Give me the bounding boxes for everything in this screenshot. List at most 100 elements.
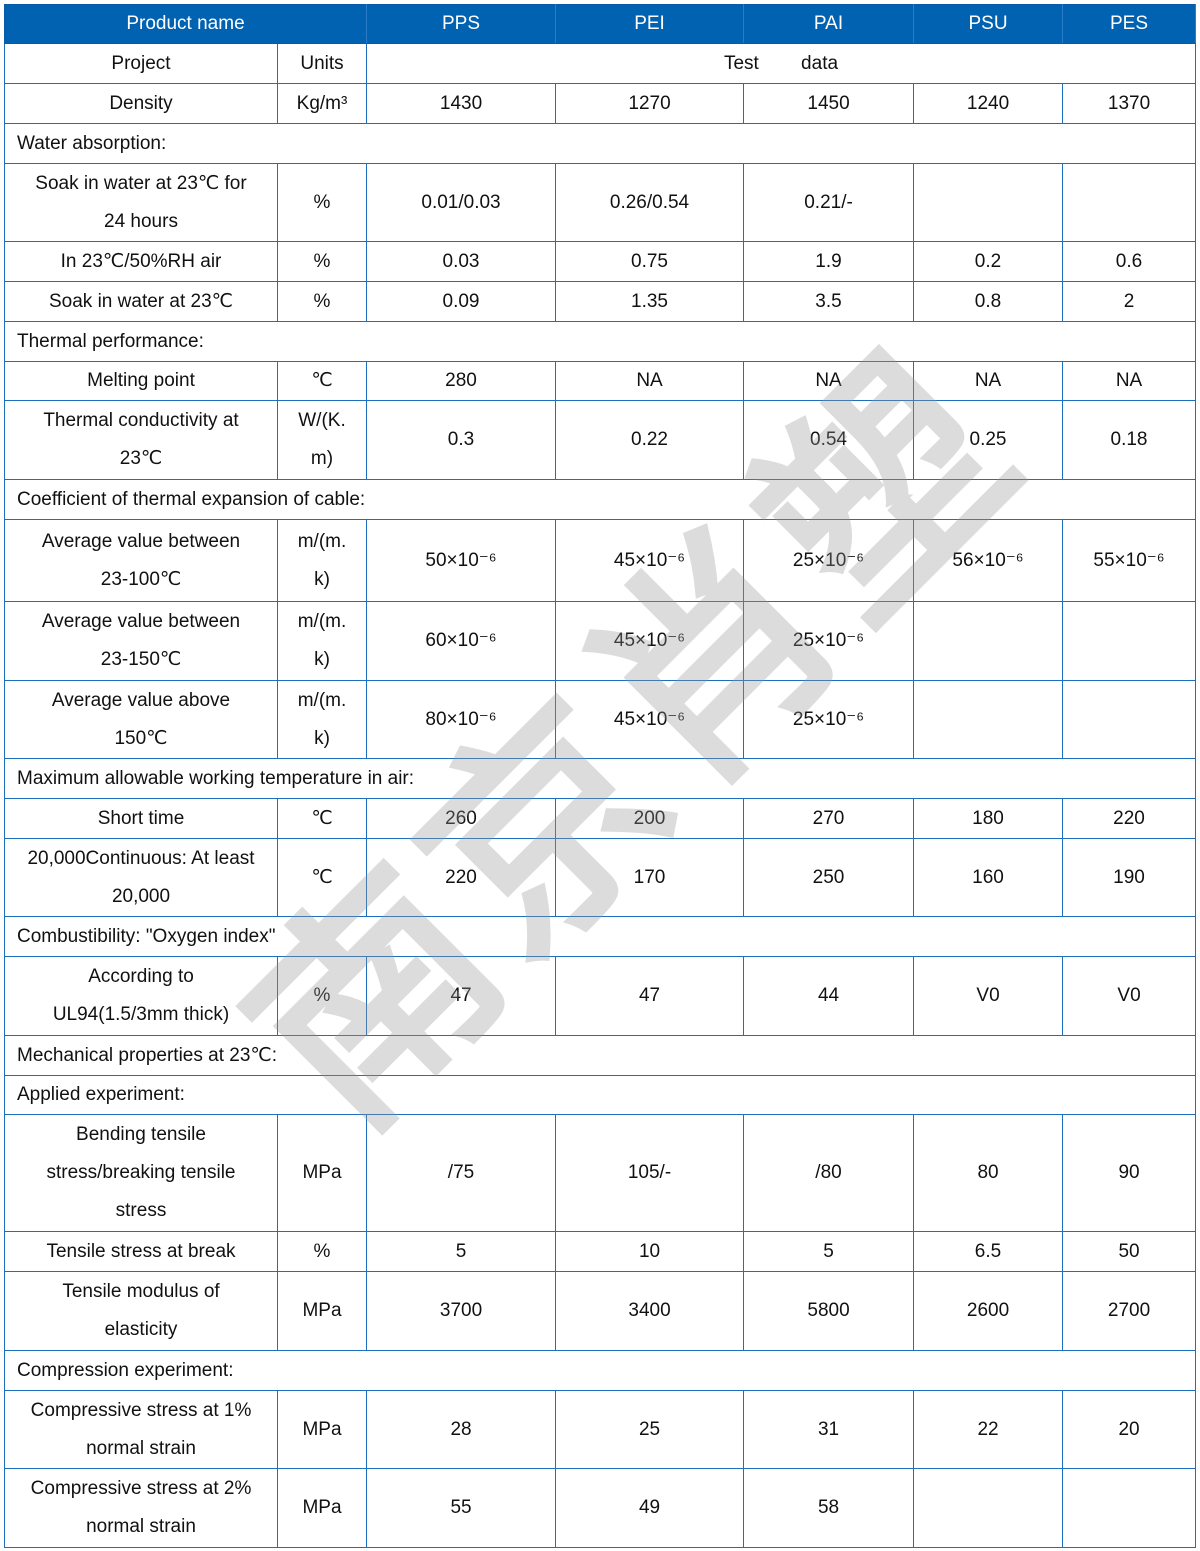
property-unit: MPa: [276, 1114, 368, 1232]
value-pes: 90: [1062, 1114, 1197, 1232]
value-pei: 25: [555, 1390, 745, 1469]
value-pps: 50×10⁻⁶: [366, 519, 557, 602]
value-pai: 25×10⁻⁶: [743, 601, 915, 681]
table-row: Thermal conductivity at 23℃ W/(K. m) 0.3 0.…: [4, 400, 1197, 480]
units-label: Units: [276, 43, 368, 84]
table-row: Melting point ℃ 280 NA NA NA NA: [4, 361, 1197, 401]
value-pps: 60×10⁻⁶: [366, 601, 557, 681]
property-unit: %: [276, 241, 368, 282]
header-psu: PSU: [913, 4, 1064, 44]
value-pps: 260: [366, 798, 557, 839]
table-row: Tensile modulus of elasticity MPa 3700 3400…: [4, 1271, 1197, 1351]
value-pes: [1062, 163, 1197, 242]
table-row: Average value above 150℃ m/(m. k) 80×10⁻⁶ 4…: [4, 680, 1197, 759]
value-pps: 55: [366, 1468, 557, 1548]
value-pei: 1270: [555, 83, 745, 124]
value-psu: [913, 601, 1064, 681]
property-name: Average value above 150℃: [4, 680, 278, 759]
value-psu: 1240: [913, 83, 1064, 124]
property-unit: ℃: [276, 838, 368, 917]
value-psu: 180: [913, 798, 1064, 839]
value-pei: 170: [555, 838, 745, 917]
table-row: Density Kg/m³ 1430 1270 1450 1240 1370: [4, 83, 1197, 124]
table-row: Bending tensile stress/breaking tensile …: [4, 1114, 1197, 1232]
section-heading: Coefficient of thermal expansion of cabl…: [3, 479, 1197, 520]
property-name: Soak in water at 23℃ for 24 hours: [4, 163, 278, 242]
value-pps: 0.3: [366, 400, 557, 480]
value-pps: 47: [366, 956, 557, 1036]
value-psu: [913, 680, 1064, 759]
value-psu: [913, 1468, 1064, 1548]
value-pei: 0.26/0.54: [555, 163, 745, 242]
value-pes: 190: [1062, 838, 1197, 917]
section-heading: Mechanical properties at 23℃:: [3, 1035, 1197, 1076]
property-name: Bending tensile stress/breaking tensile …: [4, 1114, 278, 1232]
value-pps: 3700: [366, 1271, 557, 1351]
property-unit: W/(K. m): [276, 400, 368, 480]
table-row: Average value between 23-100℃ m/(m. k) 50×…: [4, 519, 1197, 602]
value-pes: 2: [1062, 281, 1197, 322]
section-heading: Thermal performance:: [3, 321, 1197, 362]
value-pps: 5: [366, 1231, 557, 1272]
value-pei: 200: [555, 798, 745, 839]
property-unit: m/(m. k): [276, 601, 368, 681]
header-pai: PAI: [743, 4, 915, 44]
value-psu: 56×10⁻⁶: [913, 519, 1064, 602]
value-pai: /80: [743, 1114, 915, 1232]
value-pei: NA: [555, 361, 745, 401]
value-pes: 55×10⁻⁶: [1062, 519, 1197, 602]
table-row: Soak in water at 23℃ for 24 hours% 0.01/0…: [4, 163, 1197, 242]
value-psu: V0: [913, 956, 1064, 1036]
value-pes: 0.6: [1062, 241, 1197, 282]
header-pps: PPS: [366, 4, 557, 44]
test-data-label: Test data: [366, 43, 1197, 84]
value-pps: 80×10⁻⁶: [366, 680, 557, 759]
value-pes: [1062, 680, 1197, 759]
value-pai: 3.5: [743, 281, 915, 322]
value-pai: 25×10⁻⁶: [743, 680, 915, 759]
section-heading: Applied experiment:: [3, 1075, 1197, 1115]
value-pai: 270: [743, 798, 915, 839]
value-pai: 0.21/-: [743, 163, 915, 242]
property-name: Soak in water at 23℃: [4, 281, 278, 322]
value-pai: 25×10⁻⁶: [743, 519, 915, 602]
value-pes: 50: [1062, 1231, 1197, 1272]
value-pei: 0.75: [555, 241, 745, 282]
value-pps: 220: [366, 838, 557, 917]
value-pps: 0.01/0.03: [366, 163, 557, 242]
value-pes: 20: [1062, 1390, 1197, 1469]
table-row: 20,000Continuous: At least 20,000 ℃ 220 170…: [4, 838, 1197, 917]
value-psu: 160: [913, 838, 1064, 917]
property-unit: %: [276, 1231, 368, 1272]
value-pai: 58: [743, 1468, 915, 1548]
value-pai: 0.54: [743, 400, 915, 480]
property-name: Average value between 23-100℃: [4, 519, 278, 602]
value-pei: 3400: [555, 1271, 745, 1351]
value-pei: 10: [555, 1231, 745, 1272]
table-row: According to UL94(1.5/3mm thick)% 47 47 44 V…: [4, 956, 1197, 1036]
value-psu: 22: [913, 1390, 1064, 1469]
value-pes: NA: [1062, 361, 1197, 401]
value-pei: 0.22: [555, 400, 745, 480]
table-row: Soak in water at 23℃% 0.09 1.35 3.5 0.8 2: [4, 281, 1197, 322]
section-row: Compression experiment:: [3, 1350, 1197, 1391]
section-row: Combustibility: "Oxygen index": [3, 916, 1197, 957]
value-psu: 2600: [913, 1271, 1064, 1351]
property-name: According to UL94(1.5/3mm thick): [4, 956, 278, 1036]
property-unit: MPa: [276, 1468, 368, 1548]
property-name: Density: [4, 83, 278, 124]
property-unit: ℃: [276, 798, 368, 839]
section-row: Water absorption:: [3, 123, 1197, 164]
property-name: In 23℃/50%RH air: [4, 241, 278, 282]
property-unit: m/(m. k): [276, 519, 368, 602]
property-name: Compressive stress at 1% normal strain: [4, 1390, 278, 1469]
value-pes: V0: [1062, 956, 1197, 1036]
section-row: Thermal performance:: [3, 321, 1197, 362]
property-unit: MPa: [276, 1271, 368, 1351]
value-pai: 1.9: [743, 241, 915, 282]
value-pei: 105/-: [555, 1114, 745, 1232]
value-psu: 0.2: [913, 241, 1064, 282]
value-psu: 0.25: [913, 400, 1064, 480]
section-row: Mechanical properties at 23℃:: [3, 1035, 1197, 1076]
header-pes: PES: [1062, 4, 1197, 44]
